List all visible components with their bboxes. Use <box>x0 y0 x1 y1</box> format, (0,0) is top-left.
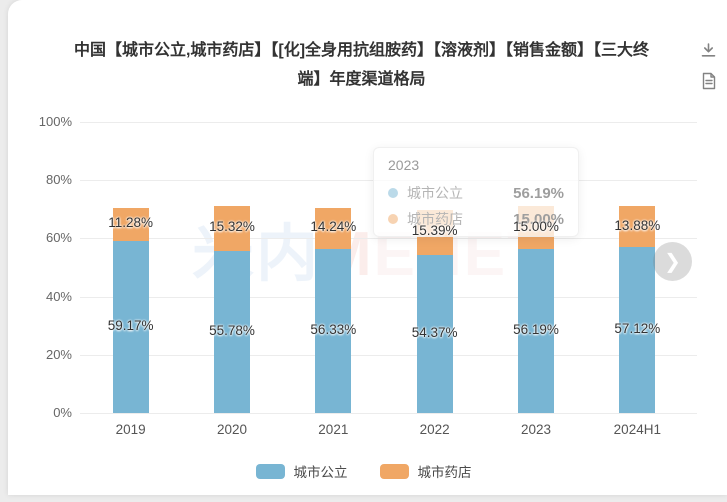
tooltip-series-value: 15.00% <box>513 210 564 228</box>
bar-value-label-城市药店-2020: 15.32% <box>209 219 255 235</box>
y-axis-label-80%: 80% <box>45 172 72 188</box>
x-axis-label-2024H1: 2024H1 <box>613 422 661 437</box>
download-icon[interactable] <box>700 42 717 59</box>
bar-segment-城市公立-2021[interactable] <box>315 249 352 413</box>
bar-segment-城市公立-2024H1[interactable] <box>619 246 656 413</box>
bar-segment-城市药店-2024H1[interactable] <box>619 206 656 247</box>
x-axis-label-2020: 2020 <box>216 422 248 437</box>
gridline-40% <box>80 296 697 298</box>
x-axis-label-2021: 2021 <box>318 422 349 437</box>
legend-label: 城市公立 <box>293 465 348 480</box>
tooltip-rows: 城市公立 56.19% 城市药店 15.00% <box>388 180 564 232</box>
y-axis-label-60%: 60% <box>45 230 72 246</box>
x-axis-label-2023: 2023 <box>520 422 552 437</box>
bar-value-label-城市公立-2024H1: 57.12% <box>614 320 661 336</box>
gridline-100% <box>80 122 697 123</box>
bar-value-label-城市药店-2024H1: 13.88% <box>614 217 661 233</box>
bar-segment-城市公立-2020[interactable] <box>214 250 250 413</box>
legend-swatch <box>255 463 285 479</box>
x-axis-label-2019: 2019 <box>115 422 146 437</box>
bar-segment-城市药店-2019[interactable] <box>112 207 149 241</box>
bar-value-label-城市药店-2022: 15.39% <box>411 223 458 239</box>
gridline-20% <box>80 354 697 356</box>
legend-item-城市药店[interactable]: 城市药店 <box>379 461 472 481</box>
bar-segment-城市药店-2020[interactable] <box>214 206 250 251</box>
bar-segment-城市公立-2019[interactable] <box>112 240 149 413</box>
tooltip-title: 2023 <box>388 157 420 173</box>
chart-title-line-1: 中国【城市公立,城市药店】【[化]全身用抗组胺药】【溶液剂】【销售金额】【三大终 <box>73 42 650 59</box>
bar-value-label-城市公立-2022: 54.37% <box>411 324 458 340</box>
tooltip-series-value: 56.19% <box>513 184 564 202</box>
report-icon[interactable] <box>701 72 717 90</box>
tooltip-series-label: 城市药店 <box>407 211 463 227</box>
bar-segment-城市公立-2022[interactable] <box>416 254 453 413</box>
chart-title-line-2: 端】年度渠道格局 <box>297 71 426 88</box>
tooltip-series-dot <box>388 188 398 198</box>
bar-value-label-城市药店-2019: 11.28% <box>108 215 154 231</box>
gridline-60% <box>80 238 697 240</box>
chart-tooltip: 2023 城市公立 56.19% 城市药店 15.00% <box>373 147 579 237</box>
legend-label: 城市药店 <box>417 465 472 480</box>
gridline-0% <box>80 413 697 414</box>
legend-item-城市公立[interactable]: 城市公立 <box>255 461 348 481</box>
bar-segment-城市公立-2023[interactable] <box>518 249 554 413</box>
y-axis-label-20%: 20% <box>45 346 72 362</box>
legend-swatch <box>379 463 409 479</box>
chevron-right-icon: ❯ <box>664 249 681 273</box>
tooltip-series-label: 城市公立 <box>407 185 463 201</box>
bar-value-label-城市公立-2021: 56.33% <box>310 322 357 338</box>
carousel-next-button[interactable]: ❯ <box>653 242 692 281</box>
bar-value-label-城市公立-2020: 55.78% <box>209 322 255 338</box>
x-axis-label-2022: 2022 <box>419 422 450 437</box>
chart-legend: 城市公立 城市药店 <box>0 461 727 481</box>
tooltip-row-城市公立: 城市公立 56.19% <box>388 180 564 206</box>
bar-value-label-城市药店-2021: 14.24% <box>310 219 357 235</box>
watermark-part1: 米内 <box>192 220 321 289</box>
bar-value-label-城市公立-2019: 59.17% <box>107 317 154 333</box>
y-axis-label-100%: 100% <box>38 114 72 129</box>
bar-value-label-城市药店-2023: 15.00% <box>513 218 559 234</box>
tooltip-series-dot <box>388 214 398 224</box>
bar-value-label-城市公立-2023: 56.19% <box>513 322 559 338</box>
chart-title: 中国【城市公立,城市药店】【[化]全身用抗组胺药】【溶液剂】【销售金额】【三大终… <box>48 36 675 94</box>
y-axis-label-0%: 0% <box>53 405 72 420</box>
tooltip-row-城市药店: 城市药店 15.00% <box>388 206 564 232</box>
header-toolbar <box>700 42 717 90</box>
bar-segment-城市药店-2021[interactable] <box>315 207 352 250</box>
y-axis-label-40%: 40% <box>45 288 72 304</box>
